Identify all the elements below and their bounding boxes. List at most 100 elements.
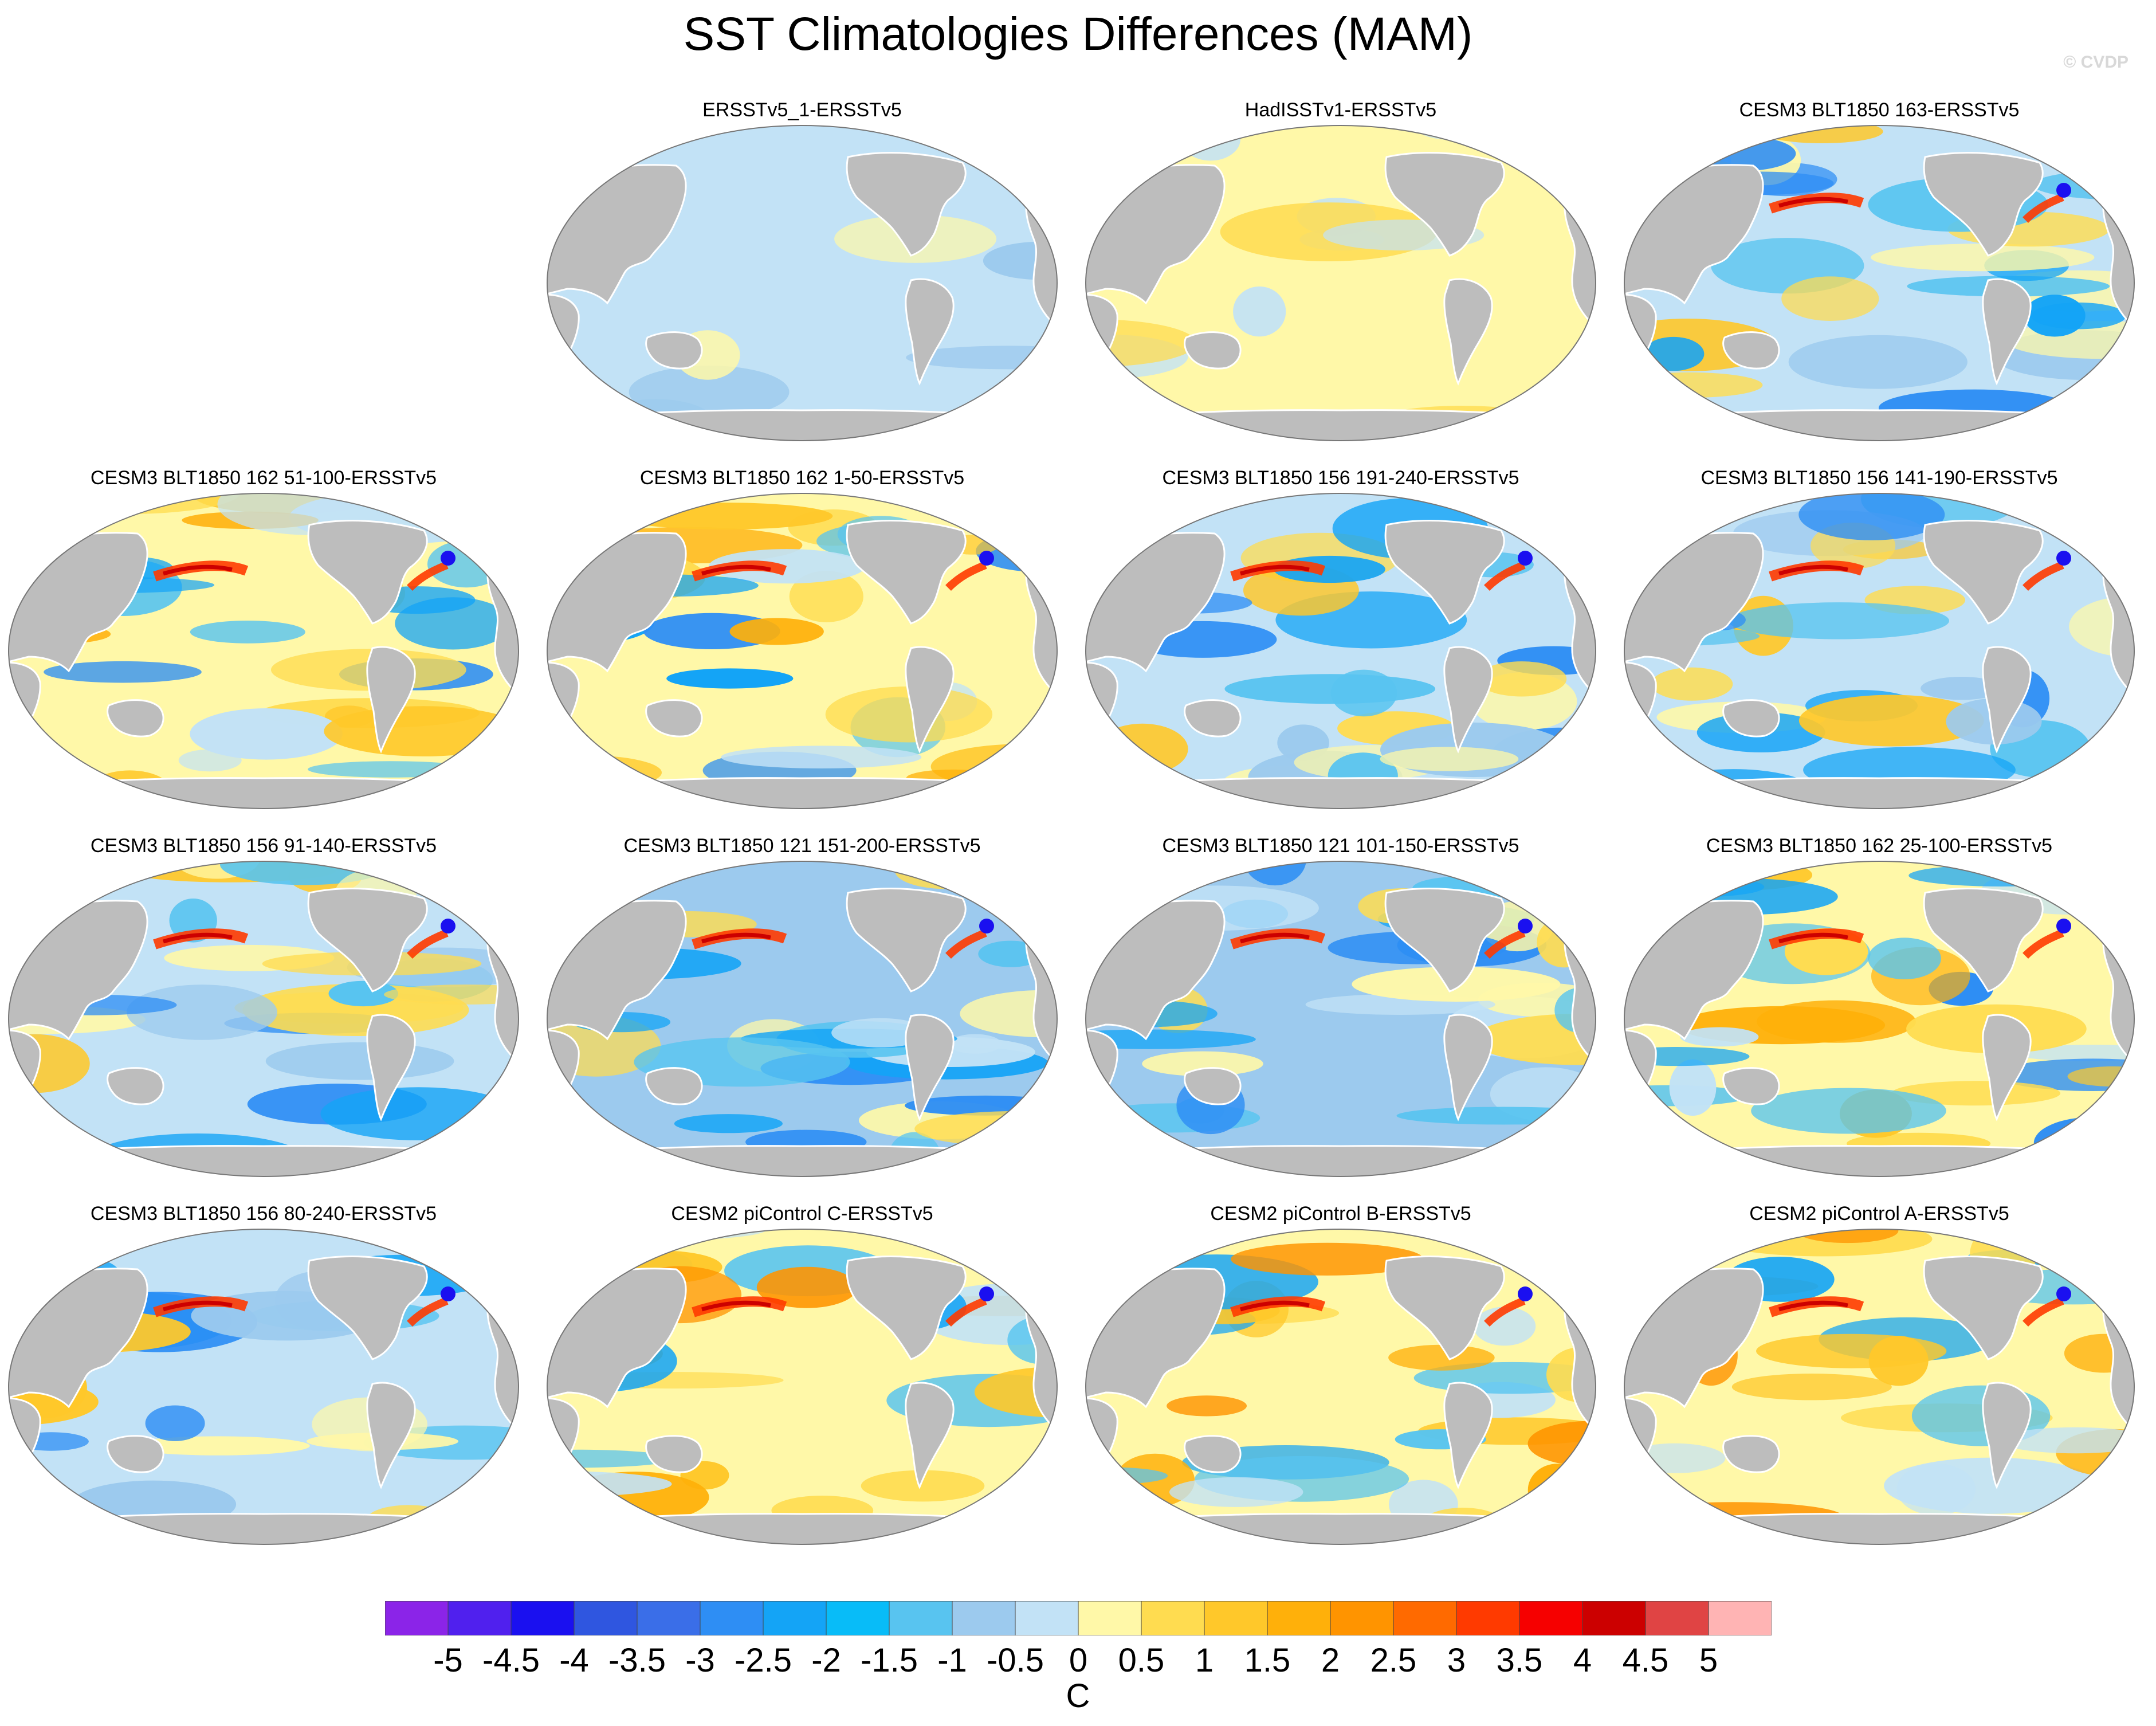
gulf-stream-warm-streak bbox=[407, 561, 449, 591]
sst-anomaly-patch bbox=[1731, 1374, 1892, 1401]
colorbar-tick-label: 0 bbox=[1069, 1642, 1088, 1679]
colorbar-tick-label: -2 bbox=[811, 1642, 841, 1679]
colorbar-tick-label: 4 bbox=[1573, 1642, 1592, 1679]
sst-anomaly-patch bbox=[666, 668, 794, 689]
colorbar-swatch bbox=[385, 1601, 449, 1635]
sst-anomaly-patch bbox=[616, 503, 833, 530]
colorbar-tick-label: -1 bbox=[937, 1642, 967, 1679]
sst-anomaly-patch bbox=[1476, 661, 1567, 697]
greenland-landmass bbox=[2055, 1248, 2090, 1272]
north-america-landmass bbox=[846, 520, 967, 625]
colorbar-swatch bbox=[1330, 1601, 1394, 1635]
gulf-stream-warm-streak bbox=[2023, 561, 2064, 591]
sst-anomaly-patch bbox=[2010, 1045, 2134, 1062]
map-panel: CESM2 piControl A-ERSSTv5 bbox=[1621, 1201, 2137, 1556]
labrador-cold-spot bbox=[441, 1286, 455, 1301]
kuroshio-core-streak bbox=[701, 1300, 771, 1312]
sst-anomaly-patch bbox=[1624, 1484, 1662, 1502]
ocean-field bbox=[9, 493, 519, 809]
colorbar-tick-label: -1.5 bbox=[861, 1642, 918, 1679]
colorbar-tick-label: 3.5 bbox=[1496, 1642, 1543, 1679]
australia-landmass bbox=[1184, 1067, 1242, 1105]
gulf-stream-warm-streak bbox=[407, 1297, 449, 1327]
gulf-stream-warm-streak bbox=[2023, 1297, 2064, 1327]
map-panel: CESM3 BLT1850 156 80-240-ERSSTv5 bbox=[6, 1201, 521, 1556]
sst-difference-map bbox=[1624, 125, 2135, 441]
kuroshio-core-streak bbox=[1240, 1300, 1310, 1312]
south-america-landmass bbox=[905, 1382, 955, 1489]
sst-anomaly-patch bbox=[1086, 493, 1233, 505]
colorbar-tick-label: 2 bbox=[1321, 1642, 1340, 1679]
gulf-stream-warm-streak bbox=[2023, 929, 2064, 959]
gulf-stream-warm-streak bbox=[1484, 929, 1526, 959]
panel-title: CESM3 BLT1850 121 151-200-ERSSTv5 bbox=[623, 835, 981, 857]
labrador-cold-spot bbox=[441, 919, 455, 933]
kuroshio-core-streak bbox=[1778, 932, 1848, 944]
map-border bbox=[1624, 861, 2135, 1177]
ocean-field bbox=[1086, 125, 1596, 441]
south-america-landmass bbox=[1982, 646, 2032, 754]
greenland-landmass bbox=[2055, 144, 2090, 168]
sst-anomaly-patch bbox=[1751, 1088, 1946, 1134]
colorbar-swatch bbox=[510, 1601, 575, 1635]
sst-anomaly-patch bbox=[190, 621, 305, 644]
north-america-landmass bbox=[307, 888, 428, 993]
north-america-landmass bbox=[1923, 520, 2044, 625]
gulf-stream-warm-streak bbox=[1484, 1297, 1526, 1327]
australia-landmass bbox=[645, 331, 703, 370]
north-america-landmass bbox=[1923, 1256, 2044, 1360]
panel-title: CESM3 BLT1850 162 51-100-ERSSTv5 bbox=[90, 467, 437, 489]
gulf-stream-warm-streak bbox=[945, 929, 987, 959]
australia-landmass bbox=[107, 1067, 164, 1105]
sst-anomaly-patch bbox=[127, 984, 277, 1040]
sst-difference-map bbox=[547, 125, 1058, 441]
map-panel: CESM3 BLT1850 121 151-200-ERSSTv5 bbox=[544, 833, 1060, 1188]
sst-anomaly-patch bbox=[1728, 602, 1949, 640]
antarctica-landmass bbox=[547, 409, 1057, 441]
panel-title: CESM2 piControl A-ERSSTv5 bbox=[1749, 1203, 2009, 1225]
antarctica-landmass bbox=[9, 1145, 519, 1176]
sst-anomaly-patch bbox=[1908, 864, 2094, 886]
map-border bbox=[1085, 125, 1596, 441]
kuroshio-core-streak bbox=[1778, 197, 1848, 208]
sst-anomaly-patch bbox=[789, 571, 863, 622]
sst-difference-map bbox=[1085, 125, 1596, 441]
kuroshio-core-streak bbox=[701, 932, 771, 944]
sst-anomaly-patch bbox=[1233, 286, 1286, 337]
antarctica-landmass bbox=[1086, 409, 1596, 441]
australia-landmass bbox=[107, 699, 164, 738]
kuroshio-core-streak bbox=[163, 1300, 233, 1312]
sst-anomaly-patch bbox=[547, 861, 625, 907]
map-border bbox=[8, 1229, 519, 1545]
sst-difference-map bbox=[547, 861, 1058, 1177]
sst-anomaly-patch bbox=[1231, 1242, 1424, 1276]
sst-anomaly-patch bbox=[458, 780, 505, 809]
map-border bbox=[547, 125, 1058, 441]
labrador-cold-spot bbox=[2056, 183, 2071, 198]
sst-anomaly-patch bbox=[861, 1470, 985, 1502]
colorbar-swatch bbox=[1456, 1601, 1520, 1635]
panel-title: HadISSTv1-ERSSTv5 bbox=[1244, 99, 1437, 121]
antarctica-landmass bbox=[1086, 1145, 1596, 1176]
sst-difference-map bbox=[1624, 1229, 2135, 1545]
map-panel: CESM3 BLT1850 162 25-100-ERSSTv5 bbox=[1621, 833, 2137, 1188]
sst-anomaly-patch bbox=[547, 1449, 674, 1468]
colorbar-swatch bbox=[889, 1601, 953, 1635]
sst-anomaly-patch bbox=[340, 793, 519, 809]
colorbar-tick-label: 2.5 bbox=[1370, 1642, 1417, 1679]
sst-anomaly-patch bbox=[974, 1366, 1057, 1418]
sst-anomaly-patch bbox=[145, 1405, 205, 1441]
colorbar-swatch bbox=[447, 1601, 512, 1635]
figure-title: SST Climatologies Differences (MAM) bbox=[683, 8, 1473, 60]
australia-landmass bbox=[645, 1435, 703, 1473]
sst-anomaly-patch bbox=[2007, 493, 2134, 518]
labrador-cold-spot bbox=[2056, 551, 2071, 566]
labrador-cold-spot bbox=[979, 1286, 994, 1301]
map-panel: CESM3 BLT1850 162 1-50-ERSSTv5 bbox=[544, 465, 1060, 821]
south-america-landmass bbox=[366, 1014, 416, 1121]
sst-anomaly-patch bbox=[825, 686, 993, 743]
map-panel: CESM3 BLT1850 156 191-240-ERSSTv5 bbox=[1083, 465, 1599, 821]
labrador-cold-spot bbox=[1518, 551, 1533, 566]
sst-anomaly-patch bbox=[2031, 302, 2126, 329]
greenland-landmass bbox=[2055, 512, 2090, 536]
